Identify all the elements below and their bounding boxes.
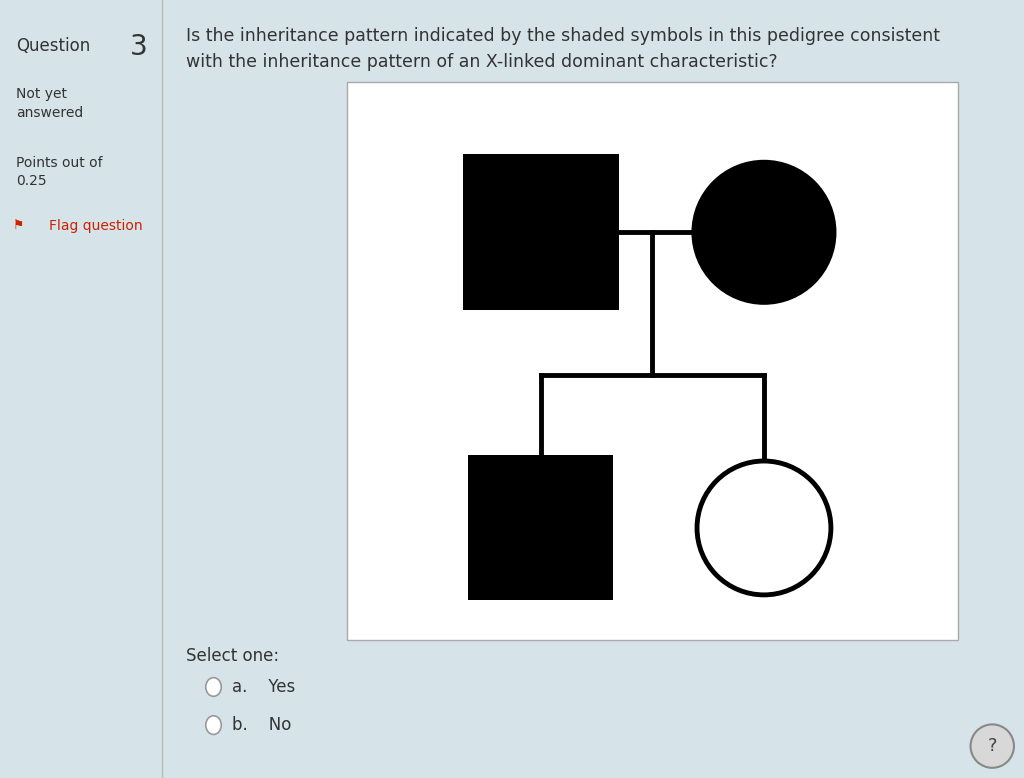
Text: Is the inheritance pattern indicated by the shaded symbols in this pedigree cons: Is the inheritance pattern indicated by … [186, 27, 940, 71]
Text: Select one:: Select one: [186, 647, 280, 665]
Text: Flag question: Flag question [48, 219, 142, 233]
Circle shape [971, 724, 1014, 768]
Text: 3: 3 [129, 33, 147, 61]
Text: Points out of
0.25: Points out of 0.25 [16, 156, 102, 188]
Bar [468, 455, 613, 601]
Circle shape [691, 159, 837, 305]
Text: b.    No: b. No [232, 716, 292, 734]
Ellipse shape [206, 716, 221, 734]
Ellipse shape [206, 678, 221, 696]
Text: ?: ? [987, 737, 997, 755]
Text: Not yet
answered: Not yet answered [16, 87, 83, 120]
Bar [347, 82, 957, 640]
Text: ⚑: ⚑ [13, 219, 25, 233]
Text: Question: Question [16, 37, 90, 55]
Text: a.    Yes: a. Yes [232, 678, 296, 696]
Circle shape [697, 461, 830, 595]
Bar [463, 154, 618, 310]
